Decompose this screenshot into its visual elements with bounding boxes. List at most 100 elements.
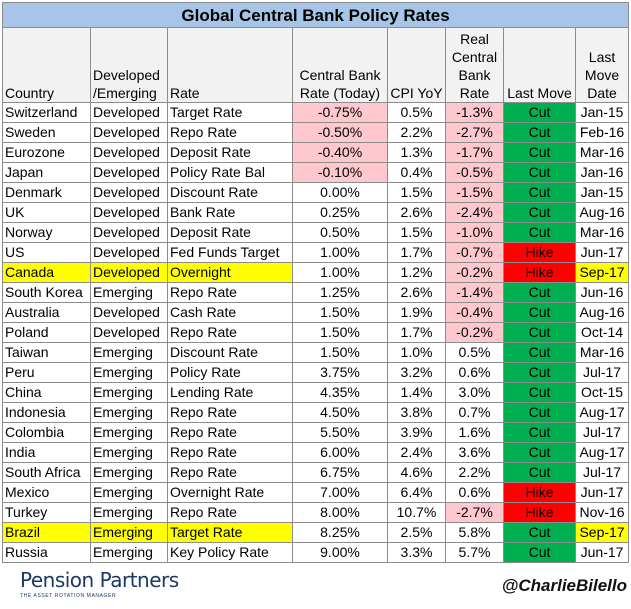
- cell-last-move-date: Mar-16: [574, 342, 630, 363]
- table-title: Global Central Bank Policy Rates: [1, 2, 630, 28]
- cell-last-move: Cut: [503, 182, 576, 203]
- table-row: China Emerging Lending Rate 4.35% 1.4% 3.0% Cu…: [2, 382, 630, 403]
- cell-last-move-date: Jan-15: [574, 182, 630, 203]
- cell-country: Indonesia: [2, 402, 91, 423]
- cell-central-bank-rate: 1.50%: [292, 322, 388, 343]
- table-row: Poland Developed Repo Rate 1.50% 1.7% -0.2% Cu…: [2, 322, 630, 343]
- logo-tagline: THE ASSET ROTATION MANAGER: [20, 593, 117, 599]
- cell-country: Eurozone: [2, 142, 91, 163]
- cell-rate: Target Rate: [167, 522, 293, 543]
- cell-real-rate: -1.0%: [445, 222, 504, 243]
- table-row: Japan Developed Policy Rate Bal -0.10% 0.4% -…: [2, 162, 630, 183]
- cell-country: Brazil: [2, 522, 91, 543]
- cell-rate: Fed Funds Target: [167, 242, 293, 263]
- cell-last-move-date: Jun-17: [574, 242, 630, 263]
- cell-cpi-yoy: 3.9%: [387, 422, 446, 443]
- cell-real-rate: -2.7%: [445, 502, 504, 523]
- cell-cpi-yoy: 6.4%: [387, 482, 446, 503]
- cell-country: Colombia: [2, 422, 91, 443]
- table-row: Sweden Developed Repo Rate -0.50% 2.2% -2.7% C…: [2, 122, 630, 143]
- cell-rate: Key Policy Rate: [167, 542, 293, 563]
- cell-last-move: Cut: [503, 222, 576, 243]
- cell-rate: Overnight: [167, 262, 293, 283]
- cell-developed-emerging: Emerging: [90, 522, 168, 543]
- cell-last-move-date: Mar-16: [574, 222, 630, 243]
- cell-central-bank-rate: 9.00%: [292, 542, 388, 563]
- header-last-move: Last Move: [503, 27, 576, 103]
- table-row: South Korea Emerging Repo Rate 1.25% 2.6% -1.…: [2, 282, 630, 303]
- cell-rate: Cash Rate: [167, 302, 293, 323]
- cell-real-rate: 5.7%: [445, 542, 504, 563]
- logo-name: Pension Partners: [20, 568, 179, 592]
- cell-country: Peru: [2, 362, 91, 383]
- cell-central-bank-rate: 0.50%: [292, 222, 388, 243]
- table-row: India Emerging Repo Rate 6.00% 2.4% 3.6% Cut Au…: [2, 442, 630, 463]
- cell-real-rate: 2.2%: [445, 462, 504, 483]
- cell-last-move-date: Aug-17: [574, 442, 630, 463]
- cell-developed-emerging: Emerging: [90, 502, 168, 523]
- cell-central-bank-rate: 3.75%: [292, 362, 388, 383]
- cell-real-rate: 3.0%: [445, 382, 504, 403]
- cell-country: Switzerland: [2, 102, 91, 123]
- cell-last-move: Cut: [503, 282, 576, 303]
- header-cpi-yoy: CPI YoY: [387, 27, 446, 103]
- cell-country: Japan: [2, 162, 91, 183]
- cell-rate: Bank Rate: [167, 202, 293, 223]
- cell-developed-emerging: Developed: [90, 322, 168, 343]
- table-row: South Africa Emerging Repo Rate 6.75% 4.6% 2.…: [2, 462, 630, 483]
- cell-real-rate: -1.5%: [445, 182, 504, 203]
- cell-cpi-yoy: 2.6%: [387, 282, 446, 303]
- table-row: UK Developed Bank Rate 0.25% 2.6% -2.4% Cut Aug…: [2, 202, 630, 223]
- cell-rate: Repo Rate: [167, 122, 293, 143]
- cell-country: India: [2, 442, 91, 463]
- cell-developed-emerging: Emerging: [90, 362, 168, 383]
- cell-cpi-yoy: 3.8%: [387, 402, 446, 423]
- table-row: Australia Developed Cash Rate 1.50% 1.9% -0.4…: [2, 302, 630, 323]
- cell-developed-emerging: Developed: [90, 102, 168, 123]
- cell-central-bank-rate: 1.50%: [292, 342, 388, 363]
- cell-last-move: Cut: [503, 162, 576, 183]
- cell-last-move: Cut: [503, 202, 576, 223]
- cell-last-move-date: Jun-16: [574, 282, 630, 303]
- cell-country: Taiwan: [2, 342, 91, 363]
- cell-central-bank-rate: 8.00%: [292, 502, 388, 523]
- cell-central-bank-rate: -0.10%: [292, 162, 388, 183]
- cell-last-move: Hike: [503, 242, 576, 263]
- cell-real-rate: -0.5%: [445, 162, 504, 183]
- table-row: Mexico Emerging Overnight Rate 7.00% 6.4% 0.6…: [2, 482, 630, 503]
- cell-real-rate: 1.6%: [445, 422, 504, 443]
- cell-developed-emerging: Emerging: [90, 382, 168, 403]
- cell-developed-emerging: Emerging: [90, 342, 168, 363]
- pension-partners-logo: Pension Partners THE ASSET ROTATION MANA…: [20, 568, 179, 599]
- cell-real-rate: -2.7%: [445, 122, 504, 143]
- table-row: Brazil Emerging Target Rate 8.25% 2.5% 5.8% Cu…: [2, 522, 630, 543]
- cell-cpi-yoy: 1.5%: [387, 222, 446, 243]
- cell-developed-emerging: Developed: [90, 242, 168, 263]
- cell-rate: Repo Rate: [167, 502, 293, 523]
- cell-cpi-yoy: 1.3%: [387, 142, 446, 163]
- cell-real-rate: 0.6%: [445, 362, 504, 383]
- cell-cpi-yoy: 3.3%: [387, 542, 446, 563]
- cell-last-move-date: Aug-17: [574, 402, 630, 423]
- cell-cpi-yoy: 4.6%: [387, 462, 446, 483]
- cell-last-move: Cut: [503, 102, 576, 123]
- cell-rate: Repo Rate: [167, 462, 293, 483]
- header-real-rate: Real Central Bank Rate: [445, 27, 504, 103]
- cell-developed-emerging: Developed: [90, 262, 168, 283]
- cell-cpi-yoy: 1.7%: [387, 242, 446, 263]
- table-row: Colombia Emerging Repo Rate 5.50% 3.9% 1.6% Cu…: [2, 422, 630, 443]
- cell-real-rate: 5.8%: [445, 522, 504, 543]
- table-row: Switzerland Developed Target Rate -0.75% 0.5…: [2, 102, 630, 123]
- cell-cpi-yoy: 10.7%: [387, 502, 446, 523]
- cell-cpi-yoy: 2.6%: [387, 202, 446, 223]
- table-row: Canada Developed Overnight 1.00% 1.2% -0.2% Hi…: [2, 262, 630, 283]
- cell-country: Canada: [2, 262, 91, 283]
- cell-last-move-date: Aug-16: [574, 202, 630, 223]
- cell-country: Norway: [2, 222, 91, 243]
- cell-last-move-date: Jul-17: [574, 362, 630, 383]
- cell-country: Russia: [2, 542, 91, 563]
- cell-central-bank-rate: 4.35%: [292, 382, 388, 403]
- cell-last-move: Cut: [503, 462, 576, 483]
- cell-developed-emerging: Emerging: [90, 422, 168, 443]
- rates-table-container: Global Central Bank Policy Rates Country…: [1, 2, 630, 563]
